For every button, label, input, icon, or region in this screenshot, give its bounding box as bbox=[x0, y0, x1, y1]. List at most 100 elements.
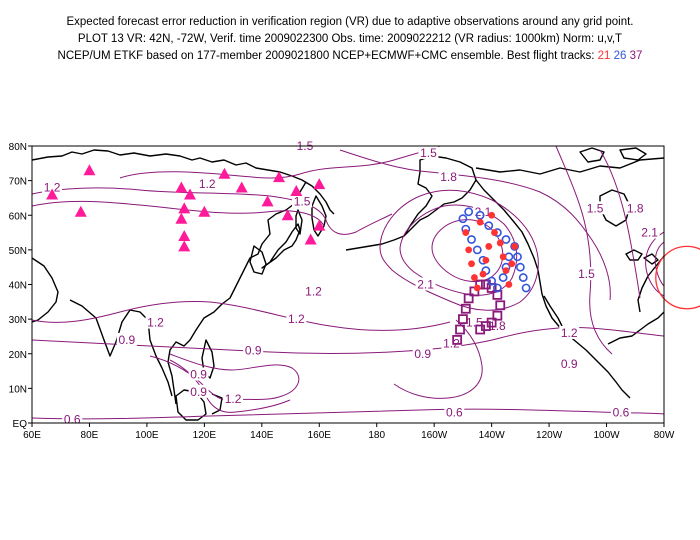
us-east-coast bbox=[637, 255, 664, 313]
contour-line bbox=[654, 241, 664, 287]
contour-label: 0.9 bbox=[118, 333, 135, 347]
contour-line bbox=[431, 219, 504, 282]
contour-label: 1.8 bbox=[440, 170, 457, 184]
raob-station-triangle bbox=[184, 188, 196, 200]
raob-station-triangle bbox=[261, 195, 274, 207]
verification-region-circle bbox=[655, 245, 700, 310]
contour-label-bg bbox=[188, 367, 209, 381]
raob-station-triangle bbox=[304, 233, 317, 245]
raob-station-triangle bbox=[281, 209, 294, 221]
raob-station-triangle bbox=[83, 164, 96, 176]
raob-station-triangle bbox=[46, 188, 59, 200]
contour-label-bg bbox=[415, 277, 436, 291]
raob-station-triangle bbox=[178, 230, 191, 242]
header-line-2: PLOT 13 VR: 42N, -72W, Verif. time 20090… bbox=[77, 33, 623, 45]
baja-coast bbox=[543, 295, 563, 327]
axis-ticks bbox=[28, 145, 665, 427]
track-point-circle bbox=[464, 207, 474, 217]
contour-label-bg bbox=[487, 319, 508, 333]
contour-label-bg bbox=[62, 412, 83, 426]
track-point-dot bbox=[508, 260, 516, 268]
raob-station-triangle bbox=[290, 185, 303, 197]
korea-coast bbox=[249, 245, 267, 275]
lon-label: 100E bbox=[135, 430, 159, 441]
lon-label: 160E bbox=[308, 430, 332, 441]
contour-line bbox=[32, 408, 664, 420]
track-point-circle bbox=[498, 273, 508, 282]
contour-lines bbox=[32, 146, 664, 420]
contour-line bbox=[379, 189, 539, 311]
contour-label-bg bbox=[42, 180, 63, 194]
contour-label-bg bbox=[441, 336, 462, 350]
track-point-dot bbox=[471, 274, 478, 281]
contour-line bbox=[599, 149, 641, 299]
track-point-circle bbox=[501, 235, 511, 244]
track-point-square bbox=[475, 324, 486, 335]
lon-label: 140W bbox=[479, 430, 506, 441]
raob-station-triangle bbox=[178, 240, 191, 252]
contour-label: 1.2 bbox=[44, 181, 61, 195]
north-america-west-coast bbox=[475, 179, 631, 399]
arabia-coast bbox=[32, 257, 59, 323]
track-point-circle bbox=[472, 245, 482, 255]
contour-line bbox=[645, 231, 664, 297]
contour-line bbox=[339, 149, 611, 301]
lon-label: 180 bbox=[368, 430, 385, 441]
raob-station-triangle bbox=[175, 181, 188, 193]
lat-label: 60N bbox=[9, 211, 27, 222]
track-point-square bbox=[458, 314, 468, 325]
borneo-coast bbox=[175, 389, 207, 421]
track-number-blue: 26 bbox=[613, 50, 627, 62]
contour-label: 0.9 bbox=[245, 343, 262, 357]
track-number-purple: 37 bbox=[629, 50, 643, 62]
contour-labels: 1.5 1.51.81.2 1.21.52.1 1.5 1.82.11.51.2 2.11… bbox=[42, 139, 660, 427]
lon-label: 80W bbox=[654, 430, 675, 441]
contour-label-bg bbox=[444, 405, 465, 419]
sakhalin-coast bbox=[295, 209, 303, 235]
track-point-circle bbox=[513, 252, 522, 262]
contour-label-bg bbox=[412, 346, 433, 360]
contour-label: 1.2 bbox=[199, 177, 216, 191]
track-point-square bbox=[455, 324, 465, 335]
track-point-dot bbox=[511, 243, 519, 250]
track-point-square bbox=[492, 310, 503, 321]
contour-label-bg bbox=[197, 177, 218, 191]
raob-station-triangle bbox=[74, 205, 87, 217]
track-point-dot bbox=[476, 218, 484, 226]
contour-line bbox=[399, 204, 518, 296]
track-point-dot bbox=[468, 260, 475, 268]
lat-label: 30N bbox=[9, 315, 27, 326]
longitude-labels: 60E 80E 100E 120E 140E 160E 180 160W 140W 120W 100… bbox=[23, 430, 675, 441]
track-point-circle bbox=[458, 214, 468, 224]
raob-station-triangle bbox=[273, 171, 286, 183]
track-point-circle bbox=[467, 235, 476, 244]
raob-station-triangle bbox=[178, 202, 191, 214]
map-frame bbox=[31, 145, 665, 424]
contour-line bbox=[32, 301, 451, 331]
latitude-labels: 80N 70N 60N 50N 40N 30N 20N 10N EQ bbox=[9, 142, 28, 430]
lat-label: 10N bbox=[9, 384, 27, 395]
contour-label: 0.9 bbox=[190, 368, 207, 382]
track-point-dot bbox=[462, 229, 470, 236]
contour-label: 0.9 bbox=[414, 347, 431, 361]
lon-label: 120E bbox=[193, 430, 217, 441]
contour-label-bg bbox=[639, 225, 660, 239]
raob-station-triangle bbox=[313, 219, 326, 231]
contour-label: 1.5 bbox=[466, 316, 483, 330]
contour-label-bg bbox=[473, 204, 494, 218]
contour-label: 0.6 bbox=[446, 406, 463, 420]
track-point-square bbox=[452, 334, 463, 345]
india-coast bbox=[69, 299, 149, 357]
contour-line bbox=[32, 200, 325, 227]
contour-label: 1.5 bbox=[294, 194, 311, 208]
contour-label: 1.5 bbox=[578, 267, 595, 281]
raob-stations bbox=[46, 164, 326, 252]
raob-station-triangle bbox=[218, 167, 231, 179]
track-point-dot bbox=[491, 229, 498, 236]
contour-line bbox=[32, 327, 664, 354]
japan-coast bbox=[261, 223, 301, 269]
track-point-circle bbox=[492, 283, 502, 293]
contour-label-bg bbox=[418, 145, 439, 159]
lon-label: 60E bbox=[23, 430, 41, 441]
